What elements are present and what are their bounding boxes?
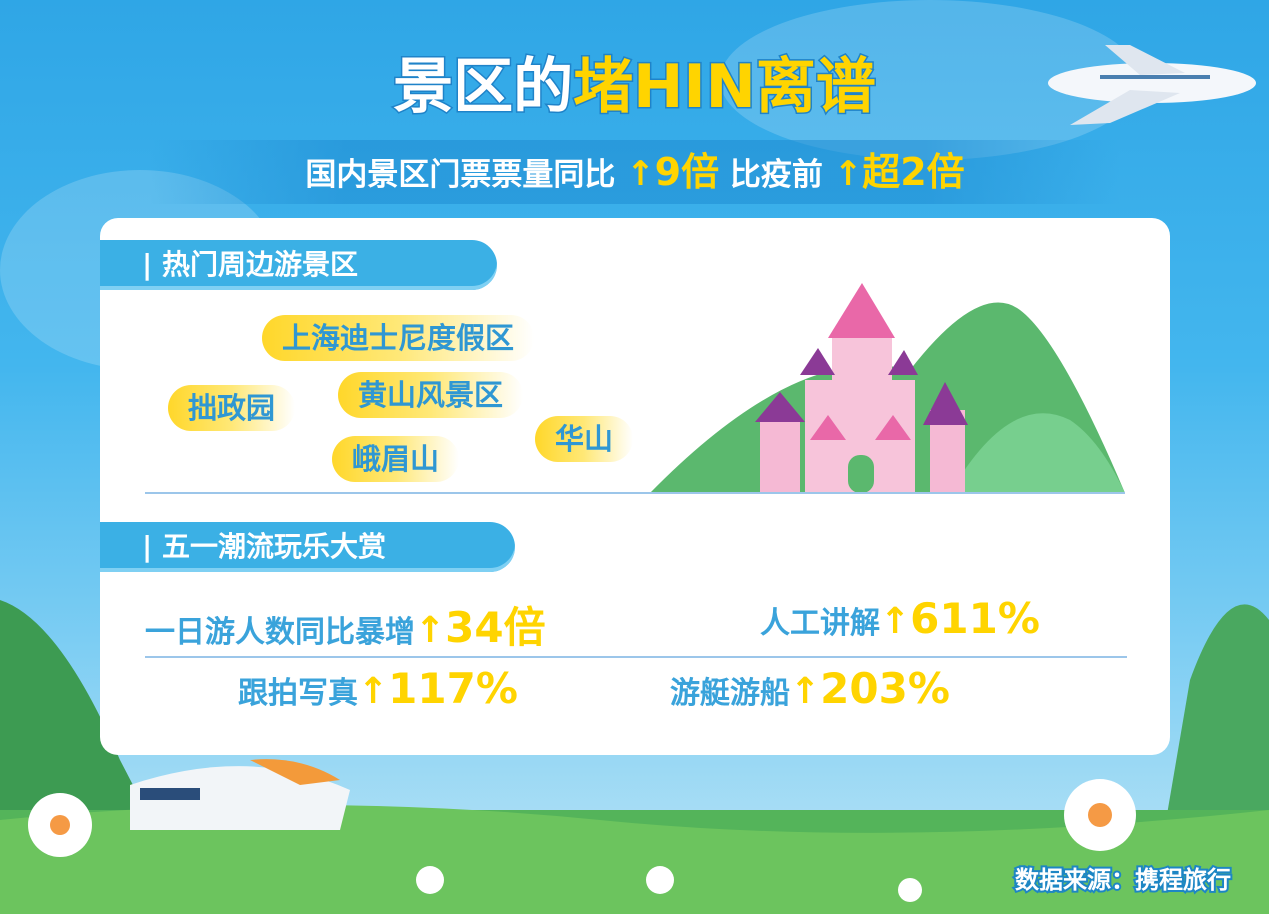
up-arrow-icon: ↑	[626, 154, 655, 194]
subtitle-bar: 国内景区门票票量同比 ↑9倍 比疫前 ↑超2倍	[150, 140, 1120, 204]
up-arrow-icon: ↑	[415, 610, 446, 651]
up-arrow-icon: ↑	[790, 671, 821, 712]
tag-scenic-spot: 华山	[535, 416, 634, 462]
airplane-illustration	[1048, 45, 1256, 125]
stat-item: 一日游人数同比暴增↑34倍	[145, 603, 546, 652]
divider	[145, 656, 1127, 658]
stat-item: 游艇游船↑203%	[670, 664, 950, 713]
up-arrow-icon: ↑	[880, 601, 911, 642]
section-header-trends: | 五一潮流玩乐大赏	[100, 522, 515, 572]
stat-item: 人工讲解↑611%	[760, 594, 1040, 643]
section-header-hot-spots: | 热门周边游景区	[100, 240, 497, 290]
tag-scenic-spot: 峨眉山	[332, 436, 460, 482]
up-arrow-icon: ↑	[358, 671, 389, 712]
subtitle-text: 国内景区门票票量同比	[305, 157, 616, 193]
castle-illustration	[650, 283, 1125, 493]
subtitle-text: 比疫前	[729, 157, 823, 193]
tag-scenic-spot: 黄山风景区	[338, 372, 524, 418]
divider	[145, 492, 1125, 494]
page-title: 景区的堵HIN离谱	[392, 51, 878, 124]
landscape-illustration	[0, 600, 1269, 914]
subtitle-value: 超2倍	[862, 150, 965, 194]
stat-item: 跟拍写真↑117%	[238, 664, 518, 713]
tag-scenic-spot: 拙政园	[168, 385, 296, 431]
tag-scenic-spot: 上海迪士尼度假区	[262, 315, 535, 361]
subtitle-value: 9倍	[654, 150, 720, 194]
up-arrow-icon: ↑	[833, 154, 863, 194]
data-source: 数据来源：携程旅行	[1013, 864, 1233, 896]
